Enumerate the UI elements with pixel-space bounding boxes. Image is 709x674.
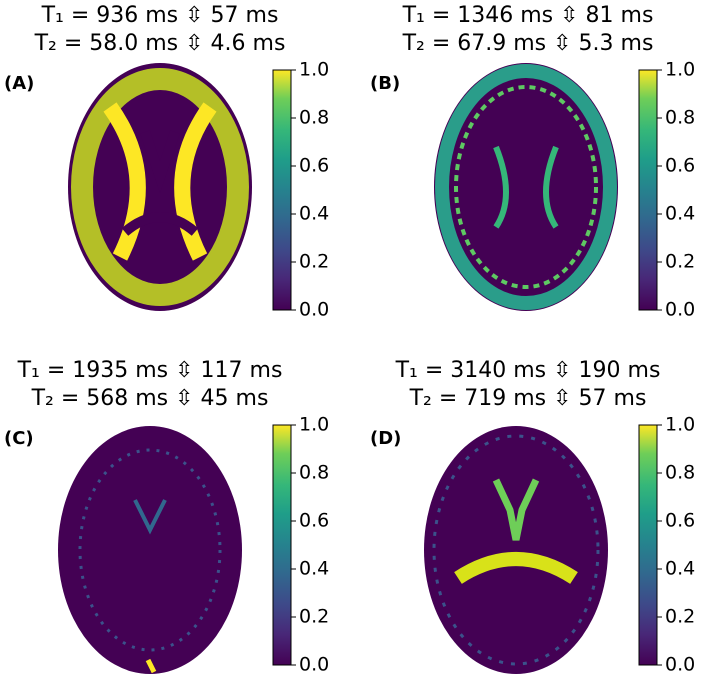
colorbar-tick-label: 0.0 bbox=[299, 654, 329, 674]
colorbar-tick-label: 0.2 bbox=[299, 251, 329, 273]
panel: T₁ = 1935 ms ⇳ 117 ms T₂ = 568 ms ⇳ 45 ms… bbox=[4, 358, 329, 674]
panel-title: T₁ = 3140 ms ⇳ 190 ms bbox=[395, 358, 661, 383]
brain-region bbox=[435, 64, 617, 310]
colorbar-tick-label: 0.0 bbox=[299, 299, 329, 321]
colorbar-tick-label: 0.0 bbox=[665, 299, 695, 321]
panel: T₁ = 936 ms ⇳ 57 ms T₂ = 58.0 ms ⇳ 4.6 ms… bbox=[4, 3, 329, 321]
panel-title: T₁ = 1346 ms ⇳ 81 ms bbox=[402, 3, 654, 28]
colorbar bbox=[272, 69, 292, 311]
colorbar-tick-label: 1.0 bbox=[665, 59, 695, 81]
colorbar-tick-label: 0.2 bbox=[665, 251, 695, 273]
colorbar-tick-label: 0.4 bbox=[665, 558, 695, 580]
brain-region bbox=[432, 434, 600, 666]
colorbar bbox=[272, 424, 292, 666]
colorbar-tick-label: 0.4 bbox=[299, 203, 329, 225]
brain-region bbox=[103, 102, 217, 261]
colorbar-tick-label: 0.0 bbox=[665, 654, 695, 674]
panel-label: (B) bbox=[370, 73, 400, 94]
panel-title: T₂ = 719 ms ⇳ 57 ms bbox=[409, 386, 647, 411]
brain-region bbox=[133, 499, 167, 535]
colorbar-tick-label: 0.8 bbox=[299, 107, 329, 129]
brain-region bbox=[454, 552, 578, 584]
panel-title: T₂ = 568 ms ⇳ 45 ms bbox=[31, 386, 269, 411]
colorbar-tick-label: 0.6 bbox=[665, 510, 695, 532]
panel: T₁ = 1346 ms ⇳ 81 ms T₂ = 67.9 ms ⇳ 5.3 m… bbox=[370, 3, 695, 321]
brain-region bbox=[121, 130, 199, 236]
colorbar-tick-label: 0.6 bbox=[665, 155, 695, 177]
colorbar-tick-label: 0.8 bbox=[299, 462, 329, 484]
colorbar-tick-label: 0.4 bbox=[299, 558, 329, 580]
panel-label: (D) bbox=[370, 428, 401, 449]
colorbar-tick-label: 0.6 bbox=[299, 510, 329, 532]
colorbar-tick-label: 0.4 bbox=[665, 203, 695, 225]
brain-region bbox=[493, 145, 559, 229]
panel: T₁ = 3140 ms ⇳ 190 ms T₂ = 719 ms ⇳ 57 ms… bbox=[370, 358, 695, 674]
panel-label: (A) bbox=[4, 73, 34, 94]
colorbar-tick-label: 0.6 bbox=[299, 155, 329, 177]
panel-title: T₂ = 67.9 ms ⇳ 5.3 ms bbox=[402, 31, 654, 56]
colorbar-tick-label: 0.8 bbox=[665, 462, 695, 484]
colorbar-tick-label: 0.2 bbox=[299, 606, 329, 628]
panel-title: T₂ = 58.0 ms ⇳ 4.6 ms bbox=[34, 31, 286, 56]
brain-image bbox=[58, 426, 242, 674]
colorbar-tick-label: 0.8 bbox=[665, 107, 695, 129]
brain-image bbox=[434, 63, 618, 311]
colorbar-tick-label: 1.0 bbox=[299, 59, 329, 81]
brain-region bbox=[71, 68, 249, 306]
colorbar bbox=[638, 424, 658, 666]
brain-region bbox=[492, 478, 540, 541]
brain-image bbox=[424, 426, 608, 674]
panel-label: (C) bbox=[4, 428, 34, 449]
panel-title: T₁ = 936 ms ⇳ 57 ms bbox=[41, 3, 279, 28]
panel-title: T₁ = 1935 ms ⇳ 117 ms bbox=[17, 358, 283, 383]
brain-region bbox=[145, 658, 157, 674]
colorbar-tick-label: 1.0 bbox=[665, 414, 695, 436]
colorbar-tick-label: 0.2 bbox=[665, 606, 695, 628]
brain-region bbox=[78, 448, 222, 652]
colorbar bbox=[638, 69, 658, 311]
colorbar-tick-label: 1.0 bbox=[299, 414, 329, 436]
brain-region bbox=[454, 85, 598, 289]
